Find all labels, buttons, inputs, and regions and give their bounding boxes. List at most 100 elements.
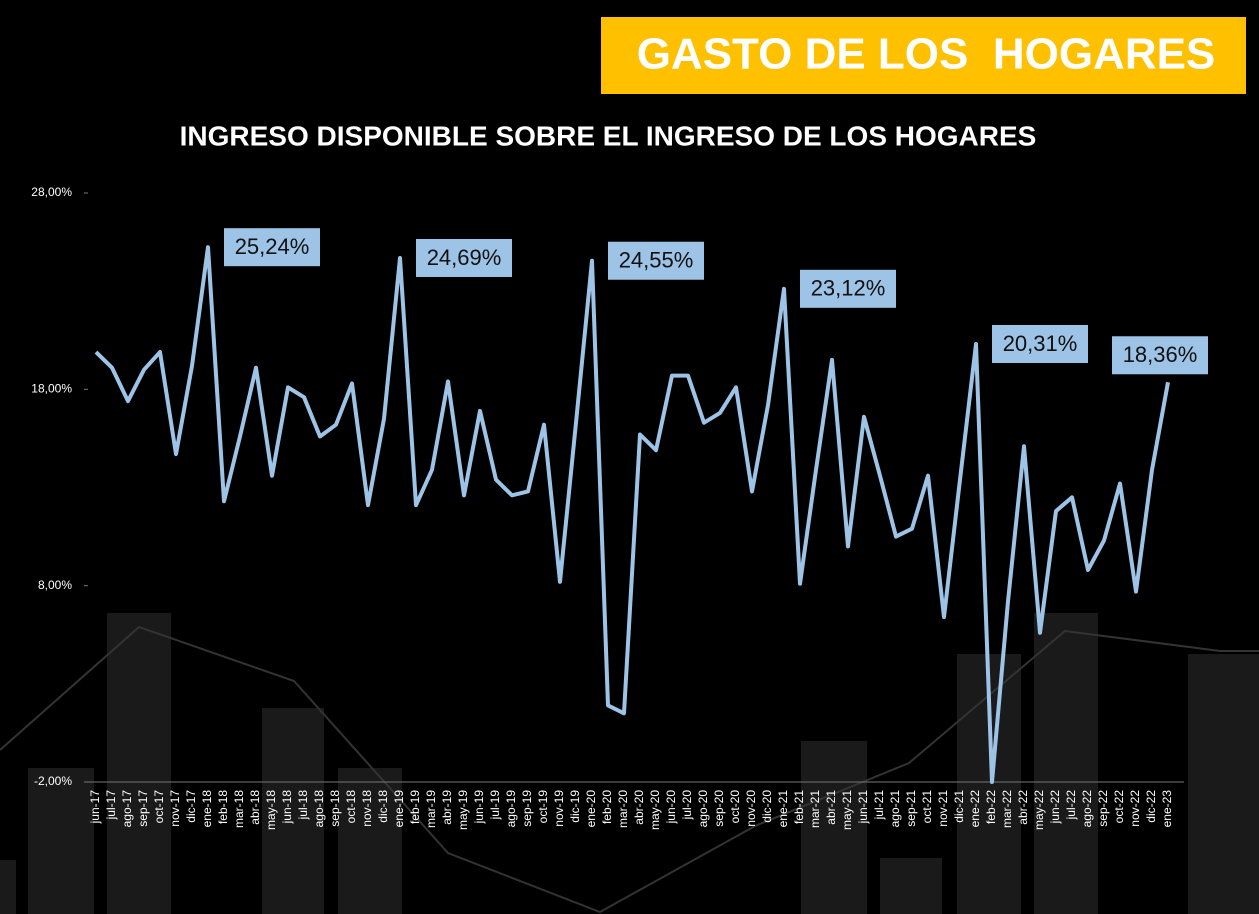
bg-bar bbox=[0, 860, 16, 914]
x-tick-label: ago-19 bbox=[504, 790, 518, 828]
x-tick-label: jul-18 bbox=[296, 790, 310, 821]
value-label-box bbox=[608, 241, 704, 280]
y-tick-label: 8,00% bbox=[38, 578, 72, 592]
y-tick-label: 18,00% bbox=[31, 382, 72, 396]
x-tick-label: mar-20 bbox=[616, 790, 630, 828]
x-tick-label: jun-17 bbox=[88, 790, 102, 825]
x-tick-label: ene-20 bbox=[584, 790, 598, 828]
bg-bar bbox=[880, 858, 942, 914]
value-label: 23,12% bbox=[811, 276, 886, 301]
x-tick-label: sep-22 bbox=[1096, 790, 1110, 827]
background-decoration bbox=[0, 613, 1259, 914]
x-tick-label: nov-17 bbox=[168, 790, 182, 827]
x-tick-label: dic-22 bbox=[1144, 790, 1158, 823]
x-tick-label: oct-17 bbox=[152, 790, 166, 824]
x-tick-label: jul-19 bbox=[488, 790, 502, 821]
x-tick-label: jun-18 bbox=[280, 790, 294, 825]
value-label-box bbox=[800, 269, 896, 308]
x-tick-label: may-19 bbox=[456, 790, 470, 830]
x-tick-label: abr-19 bbox=[440, 790, 454, 825]
x-tick-label: oct-20 bbox=[728, 790, 742, 824]
x-tick-label: ene-23 bbox=[1160, 790, 1174, 828]
bg-bar bbox=[1034, 613, 1098, 914]
value-label: 25,24% bbox=[235, 234, 310, 259]
x-tick-label: nov-20 bbox=[744, 790, 758, 827]
value-label-box bbox=[992, 324, 1088, 363]
value-label: 18,36% bbox=[1123, 342, 1198, 367]
x-tick-label: ene-21 bbox=[776, 790, 790, 828]
x-tick-label: nov-18 bbox=[360, 790, 374, 827]
x-tick-label: feb-19 bbox=[408, 790, 422, 824]
x-tick-label: dic-19 bbox=[568, 790, 582, 823]
x-tick-label: dic-21 bbox=[952, 790, 966, 823]
x-tick-label: feb-21 bbox=[792, 790, 806, 824]
x-tick-label: jul-22 bbox=[1064, 790, 1078, 821]
x-tick-label: sep-20 bbox=[712, 790, 726, 827]
x-tick-label: jul-20 bbox=[680, 790, 694, 821]
x-tick-label: ago-17 bbox=[120, 790, 134, 828]
data-line bbox=[94, 245, 1170, 784]
bg-bar bbox=[107, 613, 171, 914]
x-tick-label: nov-21 bbox=[936, 790, 950, 827]
x-tick-label: jun-20 bbox=[664, 790, 678, 825]
x-tick-label: feb-18 bbox=[216, 790, 230, 824]
x-tick-label: ago-22 bbox=[1080, 790, 1094, 828]
x-tick-label: oct-21 bbox=[920, 790, 934, 824]
x-tick-label: dic-18 bbox=[376, 790, 390, 823]
x-tick-label: abr-18 bbox=[248, 790, 262, 825]
bg-bar bbox=[1188, 654, 1259, 914]
x-tick-label: oct-18 bbox=[344, 790, 358, 824]
value-label-box bbox=[416, 238, 512, 277]
x-tick-label: nov-22 bbox=[1128, 790, 1142, 827]
x-tick-label: nov-19 bbox=[552, 790, 566, 827]
value-label-box bbox=[224, 228, 320, 267]
x-tick-label: sep-21 bbox=[904, 790, 918, 827]
x-tick-label: jul-21 bbox=[872, 790, 886, 821]
value-label: 24,55% bbox=[619, 248, 694, 273]
x-tick-label: abr-22 bbox=[1016, 790, 1030, 825]
y-tick-label: -2,00% bbox=[34, 774, 72, 788]
y-tick-label: 28,00% bbox=[31, 185, 72, 199]
value-label: 24,69% bbox=[427, 245, 502, 270]
x-tick-label: may-21 bbox=[840, 790, 854, 830]
value-label-box bbox=[1112, 336, 1208, 375]
bg-bar bbox=[338, 768, 402, 914]
x-tick-label: ago-18 bbox=[312, 790, 326, 828]
x-tick-label: mar-18 bbox=[232, 790, 246, 828]
header-title: GASTO DE LOS HOGARES bbox=[637, 30, 1216, 79]
x-tick-label: abr-21 bbox=[824, 790, 838, 825]
x-tick-label: jun-19 bbox=[472, 790, 486, 825]
x-tick-label: ago-21 bbox=[888, 790, 902, 828]
chart-title: INGRESO DISPONIBLE SOBRE EL INGRESO DE L… bbox=[180, 120, 1037, 151]
x-tick-label: may-22 bbox=[1032, 790, 1046, 830]
bg-bar bbox=[262, 708, 324, 914]
bg-bar bbox=[28, 768, 94, 914]
x-tick-label: jun-22 bbox=[1048, 790, 1062, 825]
x-tick-label: ene-19 bbox=[392, 790, 406, 828]
x-tick-label: dic-20 bbox=[760, 790, 774, 823]
value-label: 20,31% bbox=[1003, 331, 1078, 356]
x-tick-label: mar-22 bbox=[1000, 790, 1014, 828]
x-tick-label: feb-20 bbox=[600, 790, 614, 824]
x-tick-label: sep-19 bbox=[520, 790, 534, 827]
x-tick-label: mar-19 bbox=[424, 790, 438, 828]
x-tick-label: feb-22 bbox=[984, 790, 998, 824]
x-tick-label: mar-21 bbox=[808, 790, 822, 828]
x-tick-label: oct-19 bbox=[536, 790, 550, 824]
x-tick-label: ago-20 bbox=[696, 790, 710, 828]
header-box bbox=[601, 17, 1246, 94]
x-tick-label: oct-22 bbox=[1112, 790, 1126, 824]
bg-line bbox=[0, 625, 1259, 914]
x-tick-label: sep-17 bbox=[136, 790, 150, 827]
bg-bar bbox=[801, 741, 867, 914]
x-tick-label: abr-20 bbox=[632, 790, 646, 825]
x-tick-label: may-20 bbox=[648, 790, 662, 830]
x-tick-label: ene-18 bbox=[200, 790, 214, 828]
x-tick-label: ene-22 bbox=[968, 790, 982, 828]
x-tick-label: sep-18 bbox=[328, 790, 342, 827]
x-tick-label: dic-17 bbox=[184, 790, 198, 823]
x-tick-label: jul-17 bbox=[104, 790, 118, 821]
x-tick-label: jun-21 bbox=[856, 790, 870, 825]
x-tick-label: may-18 bbox=[264, 790, 278, 830]
